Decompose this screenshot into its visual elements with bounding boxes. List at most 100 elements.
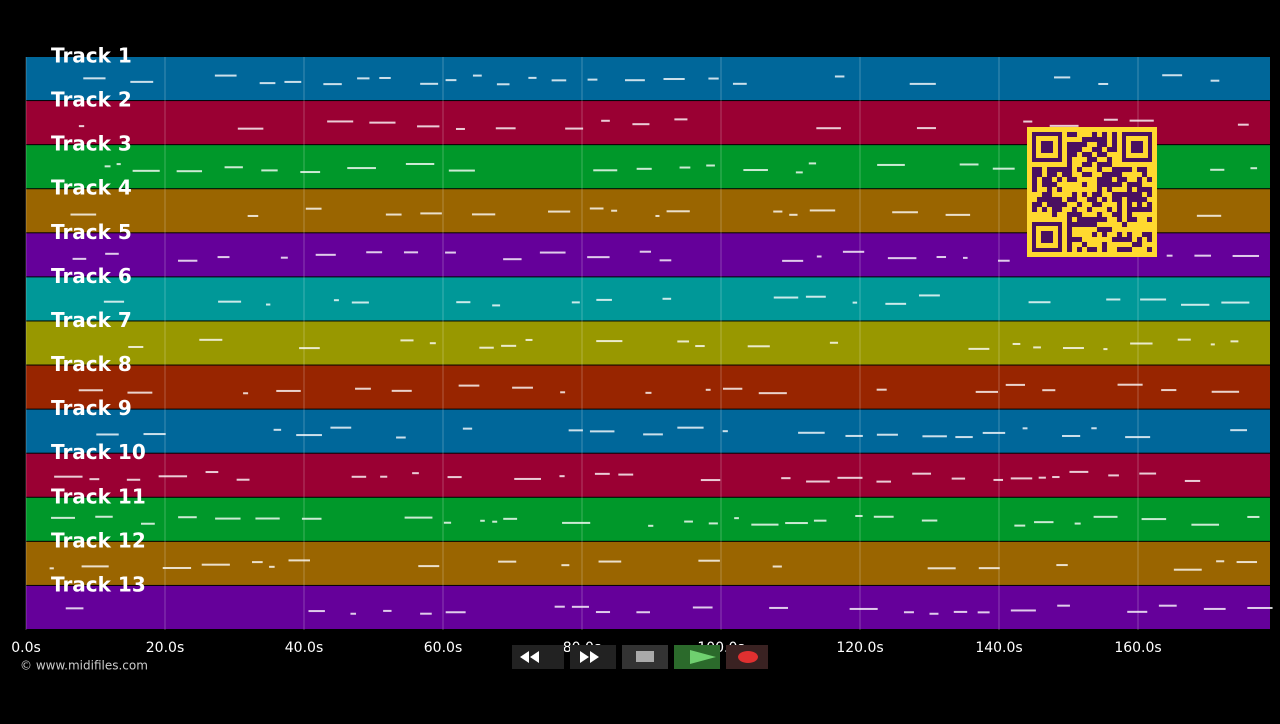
track-name: Track 4 [51,176,132,200]
note [301,517,322,520]
note [922,435,947,438]
note [918,294,940,297]
note [330,426,352,429]
note [809,209,836,212]
note [420,612,432,615]
note [548,210,571,213]
note [601,119,610,122]
note [751,523,779,526]
note [355,387,371,390]
note [218,300,242,303]
time-label: 0.0s [11,640,41,656]
note [877,163,905,166]
track-lane [26,321,1270,365]
note [300,171,321,174]
note [51,516,75,519]
note [849,607,878,610]
rewind-button[interactable] [512,645,564,669]
note [1033,346,1041,349]
note [1141,518,1167,521]
note [782,259,804,262]
note [1014,524,1026,527]
note [1052,476,1060,479]
note [1130,342,1153,345]
note [565,127,584,130]
note [429,342,436,345]
note [975,390,999,393]
note [1057,604,1070,607]
note [955,436,973,439]
note [852,301,858,304]
note [921,519,938,522]
note [495,127,516,130]
note [49,567,54,570]
note [78,125,85,128]
note [677,426,704,429]
note [963,256,968,259]
note [805,295,826,298]
note [692,606,713,609]
note [1237,123,1249,126]
note [722,387,743,390]
note [722,430,728,433]
note [876,388,887,391]
note [369,121,396,124]
note [1216,560,1225,563]
forward-button[interactable] [570,645,616,669]
note [201,563,230,566]
note [1173,568,1202,571]
note [698,559,720,562]
transport-controls [512,645,768,669]
note [1103,118,1118,121]
note [993,478,1004,481]
note [684,520,693,523]
note [1210,79,1220,82]
note [496,83,510,86]
note [132,169,160,172]
note [237,127,264,130]
note [379,76,391,79]
note [1247,606,1273,609]
track-lane [26,57,1270,101]
note [480,519,485,522]
note [997,259,1010,262]
note [127,391,153,394]
stop-button[interactable] [622,645,668,669]
note [1139,472,1157,475]
note [72,257,87,260]
note [624,79,645,82]
note [420,212,442,215]
note [178,516,197,519]
note [951,477,966,480]
note [280,256,288,259]
note [405,162,435,165]
note [1232,254,1260,257]
note [1236,561,1258,564]
note [81,565,109,568]
note [936,256,947,259]
note [551,79,567,82]
note [255,517,280,520]
track-name: Track 3 [51,132,132,156]
note [276,389,301,392]
note [837,476,863,479]
note [214,74,237,77]
play-button[interactable] [674,645,720,669]
note [598,560,622,563]
note [1184,479,1201,482]
track-name: Track 7 [51,308,132,332]
record-button[interactable] [726,645,768,669]
note [445,611,466,614]
note [560,391,566,394]
note [595,611,611,614]
note [445,79,457,82]
note [992,167,1015,170]
note [1054,76,1071,79]
note [366,251,383,254]
note [396,436,406,439]
note [217,256,230,259]
note [514,477,541,480]
note [471,213,496,216]
note [977,611,990,614]
